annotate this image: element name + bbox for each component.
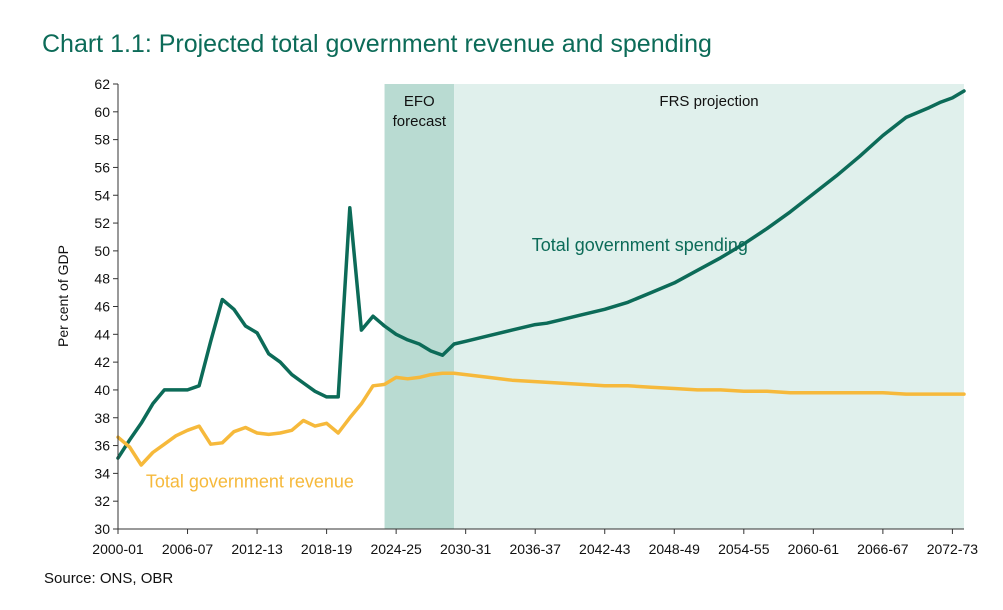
- x-tick-label: 2036-37: [510, 541, 562, 557]
- y-tick-label: 40: [94, 382, 110, 398]
- y-tick-label: 60: [94, 104, 110, 120]
- region-band-1: [454, 84, 964, 529]
- y-tick-label: 42: [94, 354, 110, 370]
- y-tick-label: 52: [94, 215, 110, 231]
- y-tick-label: 48: [94, 271, 110, 287]
- x-tick-label: 2018-19: [301, 541, 353, 557]
- x-tick-label: 2012-13: [231, 541, 283, 557]
- y-axis-label: Per cent of GDP: [55, 245, 71, 347]
- series-lines: [116, 89, 966, 467]
- x-tick-label: 2030-31: [440, 541, 492, 557]
- region-label: FRS projection: [659, 93, 758, 110]
- y-tick-label: 56: [94, 159, 110, 175]
- y-axis-ticks: 30 32 34 36 38 40 42 44 46 48 50 52 54 56 58 60 62: [94, 76, 118, 537]
- x-tick-label: 2006-07: [162, 541, 214, 557]
- x-tick-label: 2024-25: [370, 541, 422, 557]
- series-annotation-0: Total government spending: [532, 235, 748, 255]
- y-tick-label: 30: [94, 521, 110, 537]
- y-tick-label: 38: [94, 410, 110, 426]
- series-annotation-1: Total government revenue: [146, 471, 354, 491]
- region-labels: EFO forecast FRS projection: [393, 93, 759, 130]
- y-tick-label: 44: [94, 326, 110, 342]
- region-label: EFO: [404, 93, 435, 110]
- x-tick-label: 2048-49: [649, 541, 701, 557]
- x-axis-ticks: 2000-01 2006-07 2012-13 2018-19 2024-25 2030-…: [92, 529, 978, 557]
- y-tick-label: 58: [94, 132, 110, 148]
- x-tick-label: 2054-55: [718, 541, 770, 557]
- y-tick-label: 50: [94, 243, 110, 259]
- source-note: Source: ONS, OBR: [44, 570, 174, 587]
- region-label: forecast: [393, 113, 447, 130]
- series-line-0: [116, 89, 966, 460]
- series-line-1: [116, 371, 966, 467]
- chart-title: Chart 1.1: Projected total government re…: [42, 30, 712, 58]
- x-tick-label: 2042-43: [579, 541, 631, 557]
- x-tick-label: 2066-67: [857, 541, 909, 557]
- y-tick-label: 54: [94, 187, 110, 203]
- y-tick-label: 32: [94, 493, 110, 509]
- y-tick-label: 34: [94, 465, 110, 481]
- y-tick-label: 46: [94, 299, 110, 315]
- x-tick-label: 2000-01: [92, 541, 144, 557]
- series-annotations: Total government spending Total governmen…: [146, 235, 748, 491]
- region-band-0: [384, 84, 455, 529]
- x-tick-label: 2072-73: [927, 541, 979, 557]
- y-tick-label: 36: [94, 438, 110, 454]
- x-tick-label: 2060-61: [788, 541, 840, 557]
- chart-regions: [384, 84, 964, 529]
- y-tick-label: 62: [94, 76, 110, 92]
